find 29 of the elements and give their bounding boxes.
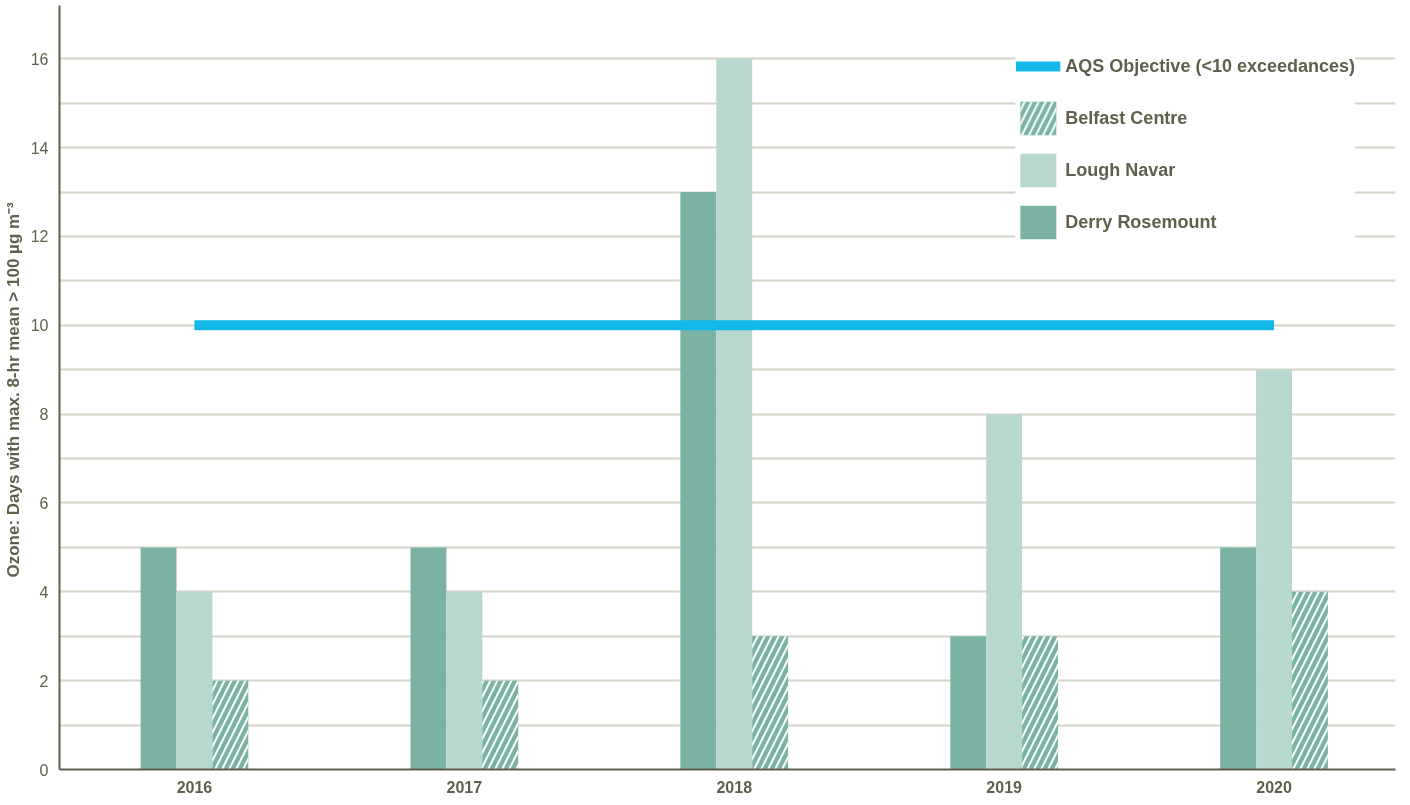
bar bbox=[950, 636, 987, 770]
y-tick-label: 6 bbox=[39, 494, 49, 512]
bar bbox=[410, 547, 447, 770]
y-tick-label: 0 bbox=[39, 761, 49, 779]
bar bbox=[1220, 547, 1257, 770]
y-tick-label: 10 bbox=[30, 317, 49, 335]
bar bbox=[1256, 369, 1292, 770]
bar bbox=[986, 414, 1023, 770]
legend-label: Derry Rosemount bbox=[1065, 211, 1217, 233]
bar bbox=[140, 547, 177, 770]
bar bbox=[680, 192, 717, 770]
x-tick-label: 2018 bbox=[716, 778, 753, 796]
bar bbox=[176, 591, 213, 770]
y-tick-label: 2 bbox=[39, 672, 49, 690]
y-tick-label: 12 bbox=[30, 228, 49, 246]
x-tick-label: 2017 bbox=[446, 778, 483, 796]
y-tick-label: 14 bbox=[30, 139, 49, 157]
x-tick-label: 2020 bbox=[1256, 778, 1292, 796]
y-tick-label: 4 bbox=[39, 583, 49, 601]
bar bbox=[716, 58, 753, 770]
x-tick-label: 2019 bbox=[986, 778, 1023, 796]
legend-label: AQS Objective (<10 exceedances) bbox=[1065, 55, 1355, 77]
x-tick-label: 2016 bbox=[176, 778, 213, 796]
y-axis-title: Ozone: Days with max. 8-hr mean > 100 µg m⁻³ bbox=[3, 201, 23, 578]
legend-label: Lough Navar bbox=[1065, 159, 1176, 181]
legend-label: Belfast Centre bbox=[1065, 107, 1188, 129]
y-tick-label: 16 bbox=[30, 50, 49, 68]
y-tick-label: 8 bbox=[39, 406, 49, 424]
bar bbox=[446, 591, 483, 770]
